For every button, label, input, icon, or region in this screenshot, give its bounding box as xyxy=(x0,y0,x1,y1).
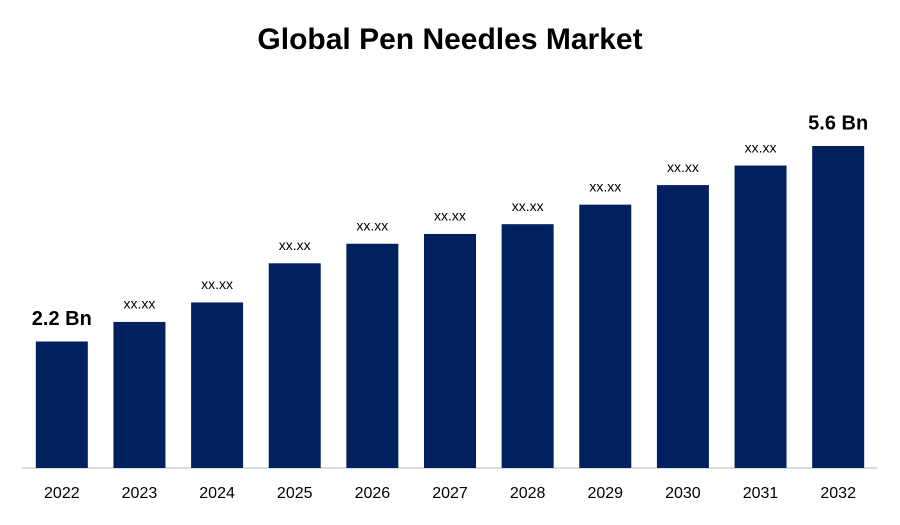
bar xyxy=(346,243,399,468)
bar xyxy=(734,165,787,469)
value-label: xx.xx xyxy=(201,276,233,292)
value-label: xx.xx xyxy=(667,159,699,175)
x-tick-label: 2028 xyxy=(510,485,546,502)
x-tick-label: 2027 xyxy=(432,485,468,502)
bar xyxy=(501,224,554,468)
chart-title: Global Pen Needles Market xyxy=(257,23,642,56)
x-tick-label: 2030 xyxy=(665,485,701,502)
bar xyxy=(35,341,88,468)
x-tick-label: 2026 xyxy=(355,485,391,502)
value-label: xx.xx xyxy=(745,139,777,155)
value-label: xx.xx xyxy=(434,208,466,224)
value-label: 2.2 Bn xyxy=(32,308,92,330)
x-tick-label: 2022 xyxy=(44,485,80,502)
x-tick-label: 2023 xyxy=(122,485,158,502)
value-label: xx.xx xyxy=(512,198,544,214)
x-tick-label: 2032 xyxy=(820,485,856,502)
bar xyxy=(812,146,865,468)
value-label: xx.xx xyxy=(124,296,156,312)
x-tick-label: 2031 xyxy=(743,485,779,502)
value-label: xx.xx xyxy=(589,178,621,194)
value-label: xx.xx xyxy=(279,237,311,253)
bar xyxy=(424,233,476,468)
bar xyxy=(579,204,632,468)
bar xyxy=(656,185,709,468)
bar xyxy=(268,263,321,468)
x-tick-label: 2029 xyxy=(587,485,623,502)
value-label: xx.xx xyxy=(356,217,388,233)
x-tick-label: 2025 xyxy=(277,485,313,502)
bar xyxy=(191,302,244,468)
x-tick-label: 2024 xyxy=(199,485,235,502)
value-label: 5.6 Bn xyxy=(808,112,868,134)
bar xyxy=(113,321,166,468)
